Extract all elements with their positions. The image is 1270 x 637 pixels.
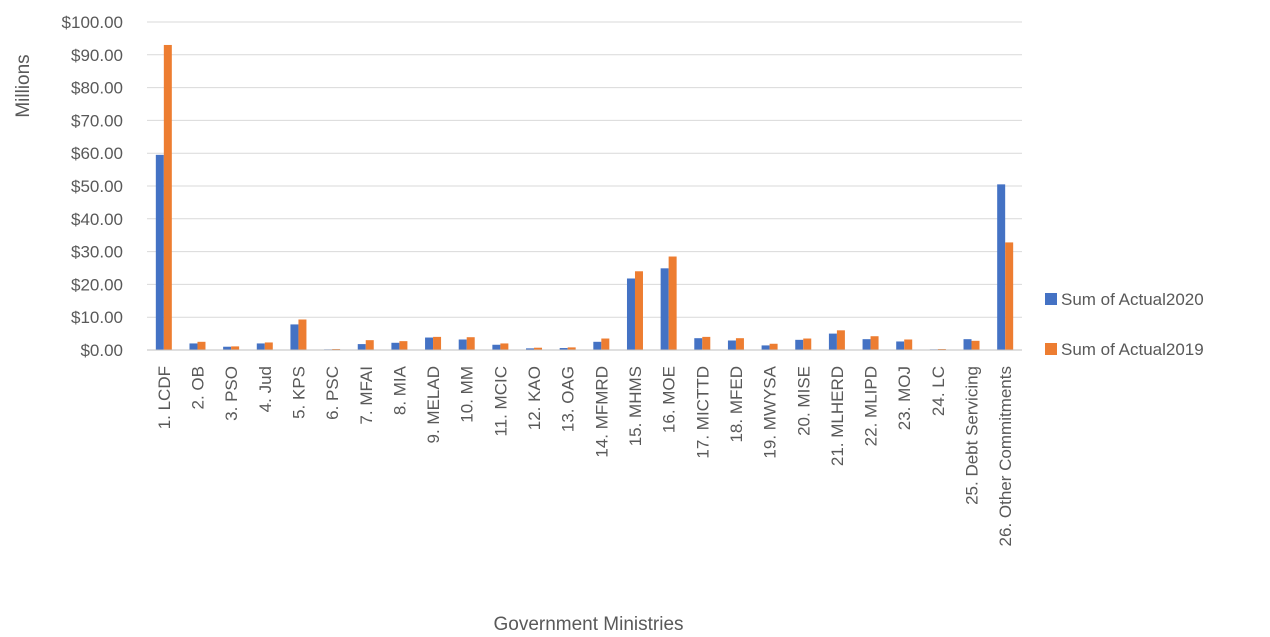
bar-actual2020 bbox=[761, 345, 770, 350]
bar-actual2020 bbox=[828, 333, 837, 350]
x-tick-label: 4. Jud bbox=[256, 366, 275, 412]
bar-actual2020 bbox=[963, 339, 972, 350]
x-tick-label: 24. LC bbox=[929, 366, 948, 416]
bars bbox=[155, 44, 1014, 351]
y-tick-label: $0.00 bbox=[80, 341, 123, 360]
bar-actual2019 bbox=[567, 347, 576, 350]
x-tick-label: 17. MICTTD bbox=[693, 366, 712, 459]
x-tick-label: 7. MFAI bbox=[357, 366, 376, 425]
bar-actual2019 bbox=[836, 330, 845, 350]
x-tick-label: 13. OAG bbox=[559, 366, 578, 432]
bar-actual2020 bbox=[896, 341, 905, 350]
bar-actual2020 bbox=[626, 278, 635, 350]
y-tick-label: $10.00 bbox=[71, 308, 123, 327]
x-tick-label: 22. MLIPD bbox=[862, 366, 881, 446]
bar-actual2020 bbox=[492, 344, 501, 350]
gridlines bbox=[147, 21, 1022, 318]
x-tick-label: 3. PSO bbox=[222, 366, 241, 421]
x-tick-label: 20. MISE bbox=[794, 366, 813, 436]
y-tick-label: $100.00 bbox=[62, 13, 123, 32]
bar-actual2019 bbox=[534, 347, 543, 350]
x-tick-label: 11. MCIC bbox=[491, 366, 510, 437]
x-tick-label: 12. KAO bbox=[525, 366, 544, 430]
y-tick-label: $80.00 bbox=[71, 79, 123, 98]
bar-actual2019 bbox=[702, 336, 711, 350]
bar-actual2020 bbox=[425, 337, 434, 350]
y-tick-label: $50.00 bbox=[71, 177, 123, 196]
bar-actual2020 bbox=[391, 342, 400, 350]
legend-label: Sum of Actual2020 bbox=[1061, 290, 1204, 309]
bar-actual2019 bbox=[870, 336, 879, 350]
bar-actual2020 bbox=[526, 348, 535, 350]
x-tick-label: 16. MOE bbox=[660, 366, 679, 433]
x-tick-label: 18. MFED bbox=[727, 366, 746, 443]
bar-actual2019 bbox=[298, 319, 307, 350]
y-axis-tick-labels: $0.00 $10.00 $20.00 $30.00 $40.00 $50.00 $60.0… bbox=[62, 13, 123, 360]
x-tick-label: 26. Other Commitments bbox=[996, 366, 1015, 546]
bar-actual2020 bbox=[155, 154, 164, 350]
bar-actual2020 bbox=[290, 324, 299, 350]
bar-actual2019 bbox=[433, 336, 442, 350]
x-tick-label: 2. OB bbox=[188, 366, 207, 409]
x-tick-label: 5. KPS bbox=[289, 366, 308, 419]
bar-actual2019 bbox=[904, 339, 913, 350]
y-tick-label: $40.00 bbox=[71, 210, 123, 229]
bar-actual2020 bbox=[727, 340, 736, 350]
bar-actual2019 bbox=[1005, 242, 1014, 350]
bar-actual2019 bbox=[399, 341, 408, 350]
y-tick-label: $60.00 bbox=[71, 144, 123, 163]
bar-actual2019 bbox=[231, 346, 240, 350]
bar-actual2020 bbox=[593, 341, 602, 350]
bar-actual2019 bbox=[601, 338, 610, 350]
y-tick-label: $20.00 bbox=[71, 275, 123, 294]
legend-swatch bbox=[1045, 293, 1057, 305]
bar-actual2019 bbox=[803, 338, 812, 350]
bar-actual2019 bbox=[769, 343, 778, 350]
bar-actual2019 bbox=[668, 256, 677, 350]
y-tick-label: $90.00 bbox=[71, 46, 123, 65]
bar-actual2020 bbox=[458, 339, 467, 350]
y-axis-title: Millions bbox=[13, 54, 34, 117]
x-tick-label: 8. MIA bbox=[390, 365, 409, 415]
bar-actual2020 bbox=[559, 348, 568, 350]
bar-actual2020 bbox=[357, 344, 366, 350]
bar-actual2019 bbox=[971, 340, 980, 350]
x-tick-label: 19. MWYSA bbox=[761, 365, 780, 458]
bar-actual2020 bbox=[862, 339, 871, 350]
x-axis-tick-labels: 1. LCDF 2. OB 3. PSO 4. Jud 5. KPS 6. PSC 7. M… bbox=[155, 365, 1015, 546]
x-axis-title: Government Ministries bbox=[493, 614, 683, 635]
x-tick-label: 10. MM bbox=[458, 366, 477, 423]
bar-actual2020 bbox=[694, 338, 703, 350]
bar-actual2020 bbox=[189, 343, 198, 350]
x-tick-label: 25. Debt Servicing bbox=[963, 366, 982, 505]
bar-actual2019 bbox=[197, 341, 206, 350]
x-tick-label: 21. MLHERD bbox=[828, 366, 847, 466]
legend: Sum of Actual2020 Sum of Actual2019 bbox=[1045, 290, 1204, 359]
bar-actual2020 bbox=[660, 268, 669, 350]
bar-actual2019 bbox=[365, 340, 374, 350]
x-tick-label: 6. PSC bbox=[323, 366, 342, 420]
bar-actual2020 bbox=[795, 339, 804, 350]
legend-label: Sum of Actual2019 bbox=[1061, 340, 1204, 359]
bar-actual2019 bbox=[264, 342, 273, 350]
legend-swatch bbox=[1045, 343, 1057, 355]
bar-actual2020 bbox=[997, 184, 1006, 350]
x-tick-label: 14. MFMRD bbox=[592, 366, 611, 458]
bar-actual2019 bbox=[163, 44, 172, 351]
bar-actual2019 bbox=[735, 338, 744, 350]
bar-actual2020 bbox=[223, 346, 232, 350]
bar-actual2020 bbox=[256, 343, 265, 350]
x-tick-label: 23. MOJ bbox=[895, 366, 914, 430]
bar-actual2019 bbox=[466, 337, 475, 350]
x-tick-label: 1. LCDF bbox=[155, 366, 174, 429]
x-tick-label: 9. MELAD bbox=[424, 366, 443, 443]
bar-actual2019 bbox=[500, 343, 509, 350]
x-tick-label: 15. MHMS bbox=[626, 366, 645, 446]
y-tick-label: $70.00 bbox=[71, 111, 123, 130]
y-tick-label: $30.00 bbox=[71, 243, 123, 262]
bar-actual2019 bbox=[634, 271, 643, 350]
